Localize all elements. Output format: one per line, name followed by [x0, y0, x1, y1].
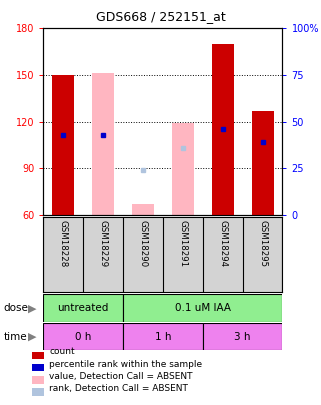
Bar: [52, 75, 74, 215]
Bar: [203, 323, 282, 350]
Bar: [43, 294, 123, 322]
Text: count: count: [49, 347, 75, 356]
Text: value, Detection Call = ABSENT: value, Detection Call = ABSENT: [49, 372, 193, 381]
Text: 1 h: 1 h: [155, 332, 171, 341]
Text: percentile rank within the sample: percentile rank within the sample: [49, 360, 202, 369]
Text: 3 h: 3 h: [234, 332, 251, 341]
Bar: [252, 111, 273, 215]
Bar: [212, 44, 234, 215]
Text: GSM18291: GSM18291: [178, 220, 187, 268]
Text: time: time: [3, 332, 27, 341]
Text: GSM18229: GSM18229: [99, 220, 108, 268]
Text: ▶: ▶: [28, 303, 36, 313]
Bar: [132, 204, 154, 215]
Bar: [123, 294, 282, 322]
Text: untreated: untreated: [57, 303, 109, 313]
Bar: [123, 323, 203, 350]
Text: GSM18290: GSM18290: [138, 220, 147, 268]
Text: GSM18294: GSM18294: [218, 220, 227, 268]
Text: dose: dose: [3, 303, 28, 313]
Text: GDS668 / 252151_at: GDS668 / 252151_at: [96, 10, 225, 23]
Text: ▶: ▶: [28, 332, 36, 341]
Text: GSM18228: GSM18228: [59, 220, 68, 268]
Text: rank, Detection Call = ABSENT: rank, Detection Call = ABSENT: [49, 384, 188, 393]
Text: 0.1 uM IAA: 0.1 uM IAA: [175, 303, 231, 313]
Text: GSM18295: GSM18295: [258, 220, 267, 268]
Bar: [172, 123, 194, 215]
Text: 0 h: 0 h: [75, 332, 91, 341]
Bar: [43, 323, 123, 350]
Bar: [92, 73, 114, 215]
